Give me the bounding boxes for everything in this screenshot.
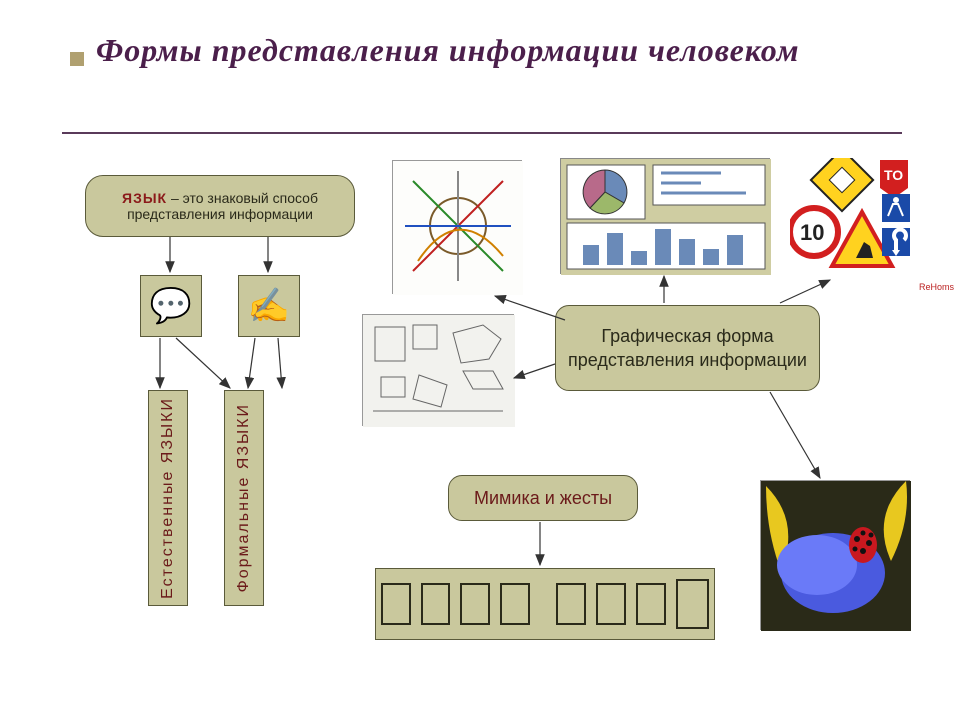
natural-languages-label: Естественные ЯЗЫКИ xyxy=(159,397,177,599)
symbol-placeholder-icon xyxy=(556,583,586,625)
symbol-placeholder-icon xyxy=(676,579,709,629)
title-divider xyxy=(62,132,902,134)
natural-languages-box: Естественные ЯЗЫКИ xyxy=(148,390,188,606)
charts-panel-image xyxy=(560,158,770,274)
language-keyword: ЯЗЫК xyxy=(122,190,167,206)
gesture-symbols-box xyxy=(375,568,715,640)
svg-text:TO: TO xyxy=(884,167,903,183)
speech-icon-box: 💬 xyxy=(140,275,202,337)
technical-drawing-image xyxy=(362,314,514,426)
formal-languages-box: Формальные ЯЗЫКИ xyxy=(224,390,264,606)
writing-icon: ✍ xyxy=(248,286,290,326)
mime-gestures-box: Мимика и жесты xyxy=(448,475,638,521)
symbol-placeholder-icon xyxy=(421,583,451,625)
speech-icon: 💬 xyxy=(150,286,192,326)
title-bullet-icon xyxy=(70,52,84,66)
metro-map-image xyxy=(392,160,522,294)
watermark: ReHoms xyxy=(919,282,954,292)
formal-languages-label: Формальные ЯЗЫКИ xyxy=(235,403,253,592)
road-signs-image: TO 10 xyxy=(790,158,910,288)
graphic-form-box: Графическая форма представления информац… xyxy=(555,305,820,391)
slide-title: Формы представления информации человеком xyxy=(96,30,876,70)
symbol-placeholder-icon xyxy=(596,583,626,625)
language-definition-box: ЯЗЫК – это знаковый способ представления… xyxy=(85,175,355,237)
symbol-placeholder-icon xyxy=(460,583,490,625)
svg-text:10: 10 xyxy=(800,220,824,245)
symbol-placeholder-icon xyxy=(500,583,530,625)
symbol-placeholder-icon xyxy=(381,583,411,625)
slide: Формы представления информации человеком… xyxy=(0,0,960,720)
symbol-placeholder-icon xyxy=(636,583,666,625)
writing-icon-box: ✍ xyxy=(238,275,300,337)
mime-gestures-label: Мимика и жесты xyxy=(474,488,612,509)
title-block: Формы представления информации человеком xyxy=(96,30,876,70)
graphic-form-label: Графическая форма представления информац… xyxy=(556,324,819,373)
flower-photo-image xyxy=(760,480,910,630)
